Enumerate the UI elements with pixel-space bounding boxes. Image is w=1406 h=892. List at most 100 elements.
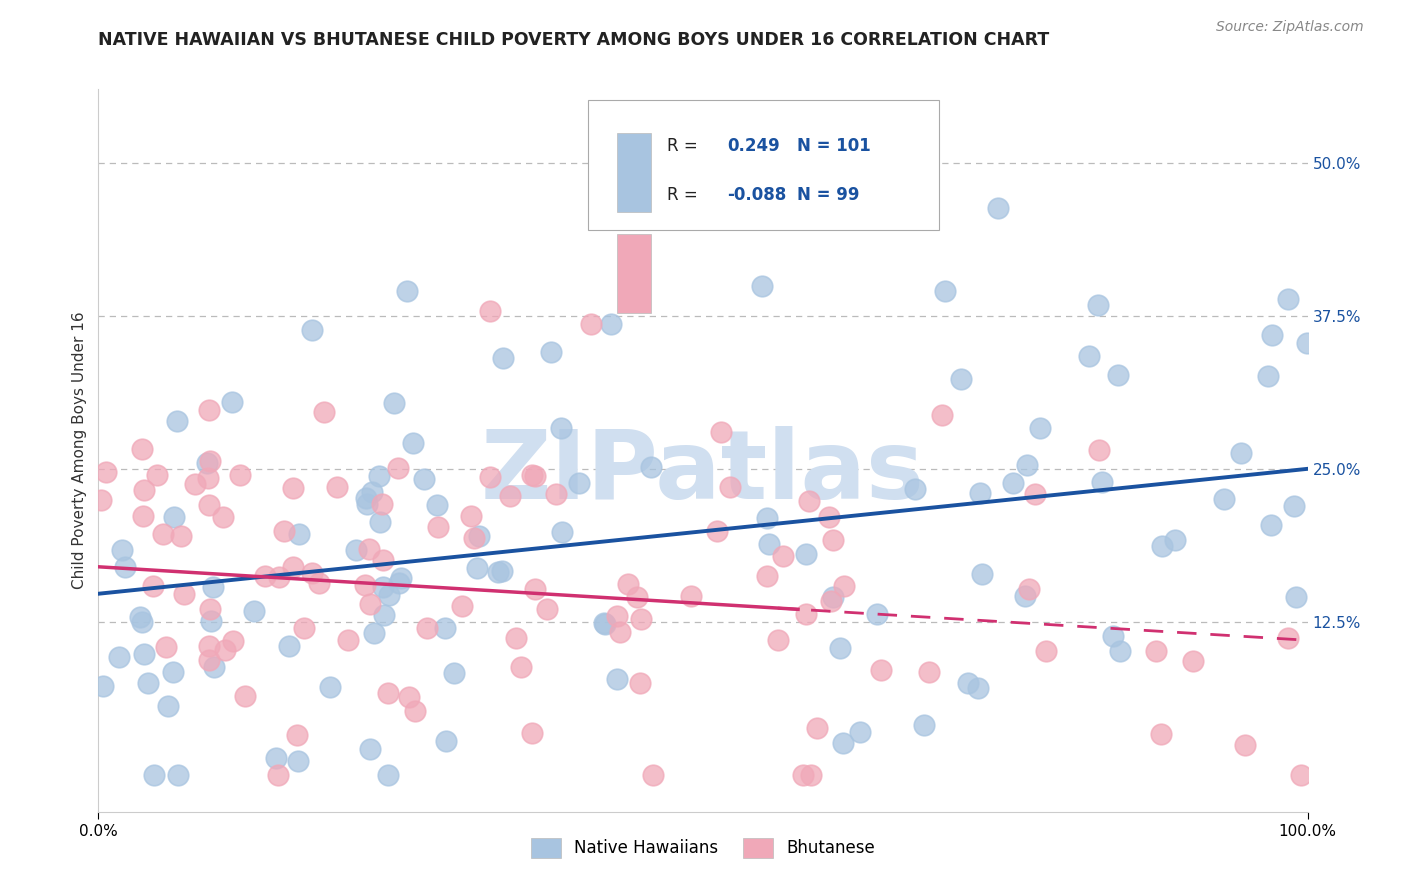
Point	[377, 685, 399, 699]
Point	[363, 626, 385, 640]
Point	[1261, 327, 1284, 342]
Text: Source: ZipAtlas.com: Source: ZipAtlas.com	[1216, 20, 1364, 34]
Point	[1024, 487, 1046, 501]
Point	[641, 768, 664, 782]
Point	[197, 403, 219, 417]
Point	[758, 537, 780, 551]
Point	[170, 528, 193, 542]
Point	[131, 442, 153, 457]
Point	[359, 597, 381, 611]
Point	[966, 681, 988, 696]
Point	[371, 580, 394, 594]
Point	[468, 529, 491, 543]
Point	[1212, 492, 1234, 507]
Point	[706, 524, 728, 539]
Point	[143, 768, 166, 782]
Point	[416, 621, 439, 635]
Point	[499, 489, 522, 503]
Point	[243, 604, 266, 618]
Point	[626, 590, 648, 604]
Point	[301, 323, 323, 337]
Point	[1015, 458, 1038, 473]
Point	[354, 491, 377, 505]
Point	[426, 498, 449, 512]
Point	[820, 593, 842, 607]
Point	[1150, 726, 1173, 740]
Point	[1277, 631, 1299, 645]
Point	[221, 395, 243, 409]
Point	[1035, 643, 1057, 657]
Point	[264, 751, 287, 765]
Point	[281, 559, 304, 574]
Point	[823, 533, 845, 548]
Point	[491, 351, 513, 366]
Point	[233, 690, 256, 704]
Point	[617, 577, 640, 591]
Point	[269, 570, 291, 584]
Point	[934, 285, 956, 299]
Text: -0.088: -0.088	[727, 186, 786, 203]
Point	[866, 607, 889, 621]
Point	[544, 487, 567, 501]
FancyBboxPatch shape	[617, 234, 651, 313]
Point	[869, 663, 891, 677]
Text: R =: R =	[666, 136, 697, 154]
Point	[970, 567, 993, 582]
Point	[277, 640, 299, 654]
Point	[640, 459, 662, 474]
Point	[167, 768, 190, 782]
Point	[806, 722, 828, 736]
Point	[505, 632, 527, 646]
FancyBboxPatch shape	[617, 133, 651, 212]
Point	[797, 494, 820, 508]
Point	[173, 587, 195, 601]
Point	[969, 486, 991, 500]
Point	[202, 660, 225, 674]
Point	[136, 676, 159, 690]
Point	[522, 726, 544, 740]
Point	[1077, 349, 1099, 363]
Point	[132, 508, 155, 523]
Point	[931, 408, 953, 422]
Text: 0.249: 0.249	[727, 136, 780, 154]
Point	[1150, 539, 1173, 553]
Point	[90, 493, 112, 508]
Point	[1091, 475, 1114, 489]
Text: NATIVE HAWAIIAN VS BHUTANESE CHILD POVERTY AMONG BOYS UNDER 16 CORRELATION CHART: NATIVE HAWAIIAN VS BHUTANESE CHILD POVER…	[98, 31, 1050, 49]
Point	[1102, 629, 1125, 643]
Point	[195, 456, 218, 470]
Point	[1164, 533, 1187, 548]
Point	[377, 768, 399, 782]
Point	[1018, 582, 1040, 597]
Point	[326, 480, 349, 494]
Point	[606, 672, 628, 686]
Point	[145, 468, 167, 483]
Point	[568, 476, 591, 491]
Point	[1260, 518, 1282, 533]
Point	[772, 549, 794, 564]
Point	[1144, 644, 1167, 658]
Point	[800, 768, 823, 782]
Point	[373, 608, 395, 623]
Point	[1014, 589, 1036, 603]
Point	[287, 754, 309, 768]
Point	[1109, 643, 1132, 657]
Point	[491, 564, 513, 578]
Point	[222, 633, 245, 648]
Point	[344, 543, 367, 558]
Point	[524, 582, 547, 596]
Point	[460, 508, 482, 523]
FancyBboxPatch shape	[588, 100, 939, 230]
Text: R =: R =	[666, 186, 697, 203]
Point	[378, 588, 401, 602]
Point	[273, 524, 295, 538]
Point	[427, 519, 450, 533]
Point	[1234, 738, 1257, 752]
Point	[751, 279, 773, 293]
Point	[1291, 768, 1313, 782]
Legend: Native Hawaiians, Bhutanese: Native Hawaiians, Bhutanese	[524, 831, 882, 865]
Point	[904, 483, 927, 497]
Point	[1002, 476, 1025, 491]
Point	[523, 468, 546, 483]
Point	[198, 454, 221, 468]
